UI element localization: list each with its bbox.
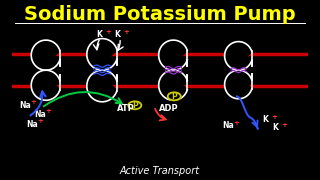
Text: K: K <box>273 123 278 132</box>
Text: +: + <box>282 122 287 128</box>
Text: Sodium Potassium Pump: Sodium Potassium Pump <box>24 5 296 24</box>
Text: +: + <box>30 99 36 105</box>
Text: Active Transport: Active Transport <box>120 166 200 176</box>
Text: K: K <box>96 30 102 39</box>
Polygon shape <box>225 42 252 70</box>
Polygon shape <box>31 70 60 100</box>
Circle shape <box>128 101 141 109</box>
Text: +: + <box>45 108 51 114</box>
Text: P: P <box>171 92 177 101</box>
Polygon shape <box>225 70 252 99</box>
Polygon shape <box>87 39 117 70</box>
Text: K: K <box>114 30 120 39</box>
Polygon shape <box>31 40 60 70</box>
Text: Na: Na <box>222 122 234 130</box>
Text: ATP: ATP <box>117 104 135 113</box>
Polygon shape <box>159 70 187 100</box>
Text: +: + <box>234 120 239 126</box>
Text: Na: Na <box>19 101 31 110</box>
Polygon shape <box>159 40 187 70</box>
Text: +: + <box>271 114 277 120</box>
Text: P: P <box>132 101 138 110</box>
Text: K: K <box>262 115 268 124</box>
Polygon shape <box>87 70 117 102</box>
Text: ADP: ADP <box>158 104 178 113</box>
Text: +: + <box>37 118 43 124</box>
Circle shape <box>168 92 181 100</box>
Text: +: + <box>123 29 129 35</box>
Text: +: + <box>105 29 111 35</box>
Text: Na: Na <box>26 120 38 129</box>
Text: Na: Na <box>34 110 46 119</box>
